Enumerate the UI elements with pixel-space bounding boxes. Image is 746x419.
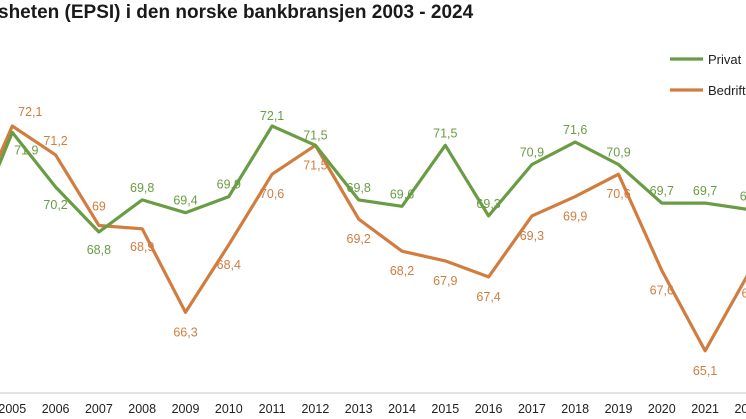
data-label-bedrift-2022: 67 [741, 287, 746, 301]
x-tick-label: 2008 [128, 402, 156, 416]
data-label-bedrift-2012: 71,5 [303, 158, 327, 172]
series-lines [0, 124, 746, 353]
data-label-bedrift-2006: 71,2 [43, 134, 67, 148]
chart-title: sheten (EPSI) i den norske bankbransjen … [0, 2, 474, 23]
data-label-privat-2020: 69,7 [650, 184, 674, 198]
data-label-bedrift-2013: 69,2 [347, 232, 371, 246]
x-tick-label: 2012 [301, 402, 329, 416]
data-label-privat-2022: 69, [740, 190, 746, 204]
x-tick-label: 2009 [172, 402, 200, 416]
data-label-privat-2018: 71,6 [563, 123, 587, 137]
data-label-bedrift-2014: 68,2 [390, 264, 414, 278]
data-label-privat-2005: 71,9 [14, 143, 38, 157]
data-label-privat-2012: 71,5 [303, 128, 327, 142]
x-tick-label: 2022 [734, 402, 746, 416]
data-label-privat-2016: 69,3 [476, 197, 500, 211]
data-label-privat-2009: 69,4 [173, 194, 197, 208]
series-line-privat [0, 124, 746, 234]
series-line-bedrift [0, 124, 746, 353]
x-tick-label: 2006 [42, 402, 70, 416]
x-tick-label: 2020 [648, 402, 676, 416]
data-label-privat-2014: 69,6 [390, 187, 414, 201]
x-axis-ticks: 2004200520062007200820092010201120122013… [0, 402, 746, 416]
data-label-privat-2006: 70,2 [43, 198, 67, 212]
data-label-bedrift-2011: 70,6 [260, 187, 284, 201]
x-tick-label: 2021 [691, 402, 719, 416]
x-tick-label: 2007 [85, 402, 113, 416]
data-label-privat-2017: 70,9 [520, 146, 544, 160]
data-label-bedrift-2017: 69,3 [520, 229, 544, 243]
data-label-privat-2019: 70,9 [606, 146, 630, 160]
data-label-privat-2013: 69,8 [347, 181, 371, 195]
data-label-bedrift-2010: 68,4 [217, 258, 241, 272]
x-tick-label: 2018 [561, 402, 589, 416]
data-labels: 71,970,268,869,869,469,972,171,569,8 69,6… [14, 105, 746, 378]
data-label-bedrift-2007: 69 [92, 200, 106, 214]
data-label-privat-2010: 69,9 [217, 178, 241, 192]
x-tick-label: 2010 [215, 402, 243, 416]
data-label-bedrift-2009: 66,3 [173, 325, 197, 339]
data-label-bedrift-2008: 68,9 [130, 240, 154, 254]
x-tick-label: 2013 [345, 402, 373, 416]
data-label-bedrift-2018: 69,9 [563, 210, 587, 224]
x-tick-label: 2005 [0, 402, 26, 416]
x-tick-label: 2014 [388, 402, 416, 416]
data-label-privat-2015: 71,5 [433, 126, 457, 140]
data-label-bedrift-2016: 67,4 [476, 290, 500, 304]
data-label-bedrift-2019: 70,6 [606, 187, 630, 201]
data-label-bedrift-2015: 67,9 [433, 274, 457, 288]
data-label-privat-2007: 68,8 [87, 243, 111, 257]
data-label-privat-2008: 69,8 [130, 181, 154, 195]
x-tick-label: 2019 [605, 402, 633, 416]
data-label-bedrift-2021: 65,1 [693, 364, 717, 378]
x-tick-label: 2011 [259, 402, 286, 416]
data-label-privat-2021: 69,7 [693, 184, 717, 198]
data-label-bedrift-2005: 72,1 [18, 105, 42, 119]
x-tick-label: 2015 [431, 402, 459, 416]
legend-label-bedrift: Bedrift [708, 83, 746, 98]
data-label-privat-2011: 72,1 [260, 109, 284, 123]
x-tick-label: 2017 [518, 402, 546, 416]
legend: Privat Bedrift [670, 52, 746, 98]
data-label-bedrift-2020: 67,6 [650, 284, 674, 298]
legend-label-privat: Privat [708, 52, 742, 67]
x-tick-label: 2016 [475, 402, 503, 416]
